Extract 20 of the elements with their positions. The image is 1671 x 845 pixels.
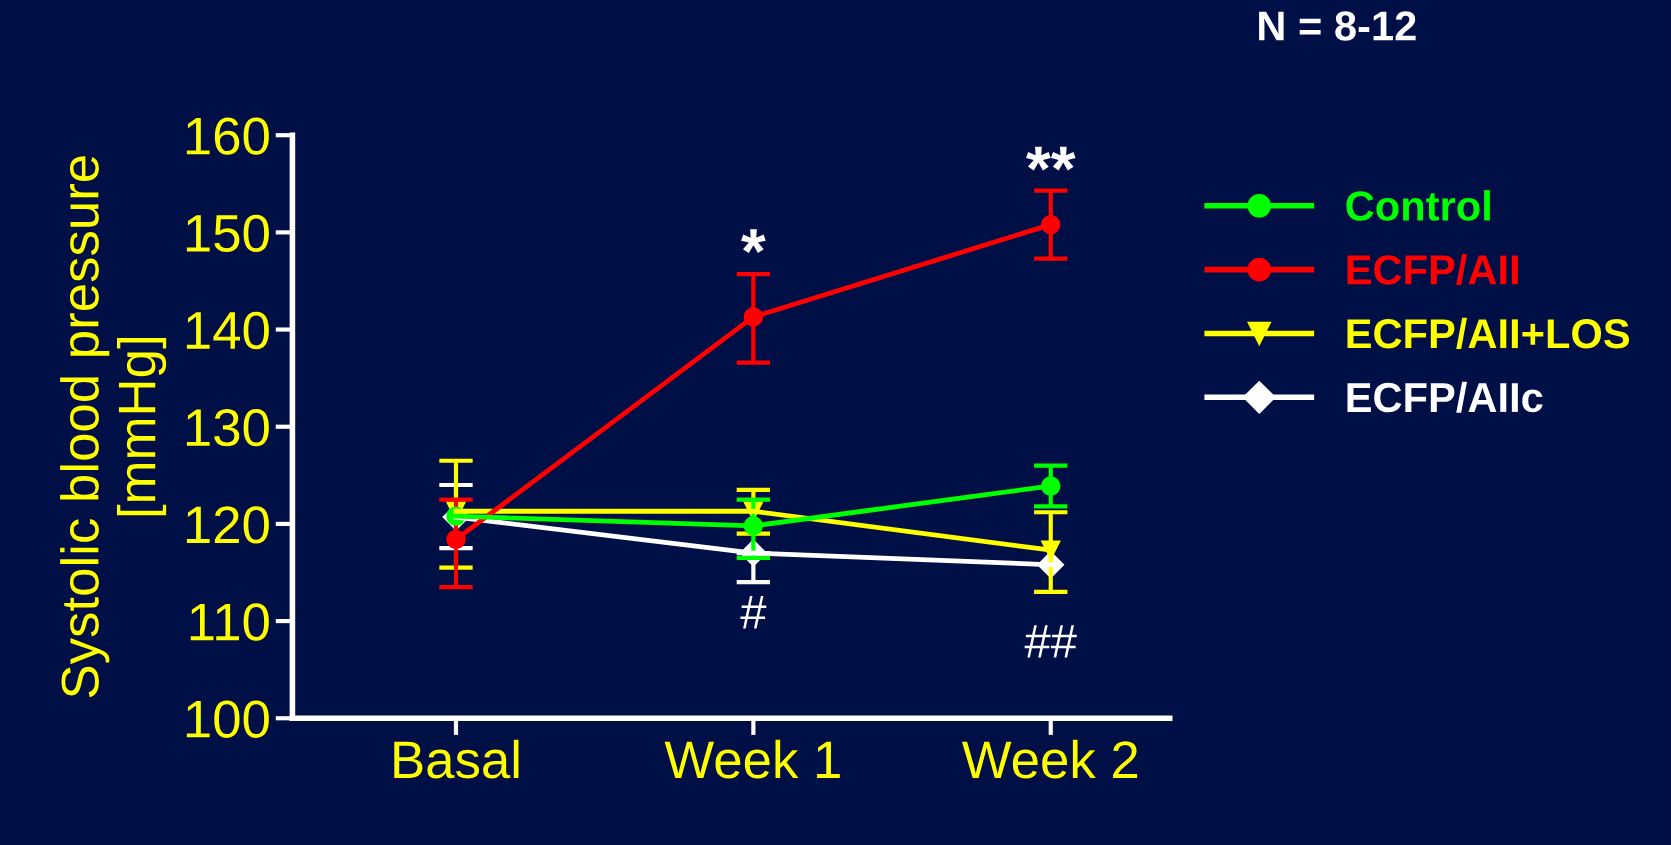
legend-label: Control	[1346, 190, 1490, 221]
annotation: ##	[1024, 625, 1077, 658]
annotation: **	[1026, 146, 1076, 171]
y-tick-label: 160	[186, 117, 269, 155]
y-tick-label: 150	[186, 214, 269, 253]
y-tick-label: 120	[186, 506, 269, 544]
legend-label: ECFP/AII	[1347, 254, 1518, 286]
x-tick-label: Week 1	[664, 739, 840, 779]
y-tick-label: 110	[190, 603, 269, 641]
y-tick-label: 140	[186, 311, 269, 350]
legend-label: ECFP/AIIc	[1347, 381, 1543, 413]
annotation: *	[741, 229, 766, 254]
y-tick-label: 130	[186, 408, 269, 447]
text: N = 8-12	[1259, 11, 1416, 41]
legend-label: ECFP/AII+LOS	[1347, 317, 1629, 349]
x-tick-label: Week 2	[961, 739, 1138, 779]
y-tick-label: 100	[186, 700, 269, 738]
x-tick-label: Basal	[394, 739, 519, 779]
y-axis-title: Systolic blood pressure [mmHg]	[60, 156, 167, 698]
annotation: #	[740, 596, 767, 629]
